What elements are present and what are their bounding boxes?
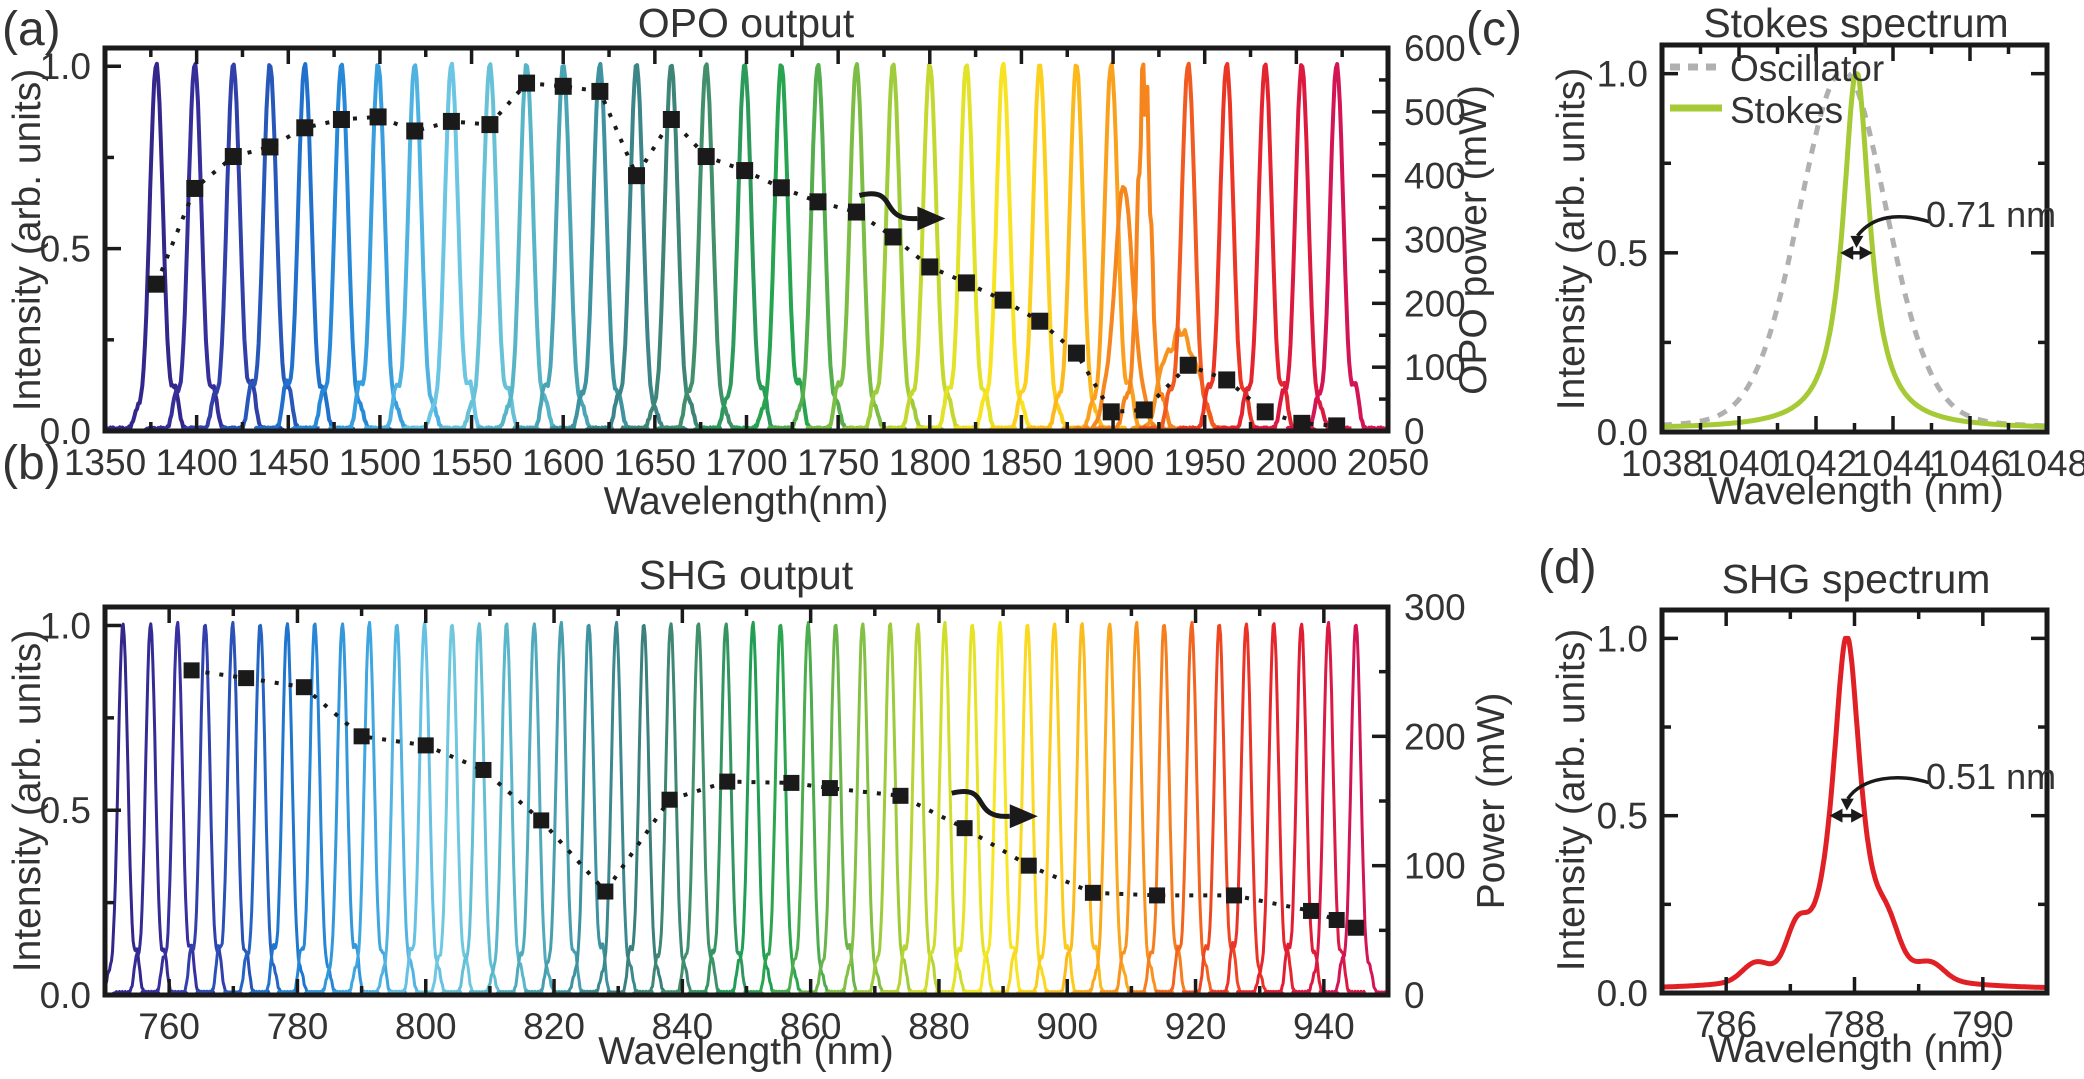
svg-text:1800: 1800: [889, 442, 971, 483]
svg-text:860: 860: [780, 1006, 842, 1047]
panel-d-fwhm-arrow: [1829, 776, 1931, 823]
series-oscillator: [1664, 71, 2045, 429]
panel-b-power-markers: [183, 662, 1364, 936]
svg-text:1750: 1750: [797, 442, 879, 483]
panel-a-power-markers: [147, 74, 1346, 429]
svg-text:0: 0: [1404, 411, 1425, 452]
panel-a-right-axis-arrow: [858, 191, 946, 231]
svg-text:200: 200: [1404, 716, 1466, 757]
svg-text:600: 600: [1404, 28, 1466, 69]
panel-a-yaxis-label: Intensity (arb. units): [6, 68, 49, 412]
svg-text:820: 820: [523, 1006, 585, 1047]
svg-text:800: 800: [395, 1006, 457, 1047]
svg-text:1550: 1550: [430, 442, 512, 483]
panel-b-xaxis-label: Wavelength (nm): [598, 1030, 894, 1073]
svg-text:0.0: 0.0: [1597, 973, 1648, 1014]
svg-text:300: 300: [1404, 220, 1466, 261]
svg-text:0.0: 0.0: [40, 411, 91, 452]
svg-text:1.0: 1.0: [1597, 618, 1648, 659]
legend-item-stokes: Stokes: [1730, 90, 1844, 131]
svg-text:200: 200: [1404, 283, 1466, 324]
svg-text:1650: 1650: [614, 442, 696, 483]
svg-text:1038: 1038: [1621, 443, 1703, 484]
svg-text:1950: 1950: [1164, 442, 1246, 483]
panel-d-xaxis-label: Wavelength (nm): [1708, 1028, 2004, 1071]
svg-text:100: 100: [1404, 347, 1466, 388]
svg-text:1.0: 1.0: [40, 46, 91, 87]
panel-a-axes: 1350 1400 1450 1500 1550 1600 1650 1700 1750 1800…: [40, 28, 1466, 483]
svg-text:1450: 1450: [247, 442, 329, 483]
panel-b-power-line: [191, 668, 1357, 930]
panel-b-yaxis-label: Intensity (arb. units): [6, 629, 49, 973]
panel-b-axes: 760 780 800 820 840 860 880 900 920 940 0.0 0.5 1.0 0…: [40, 587, 1466, 1047]
svg-text:1500: 1500: [339, 442, 421, 483]
svg-text:100: 100: [1404, 846, 1466, 887]
svg-text:1048: 1048: [2006, 443, 2084, 484]
svg-text:0.5: 0.5: [40, 229, 91, 270]
svg-text:1700: 1700: [705, 442, 787, 483]
svg-text:790: 790: [1952, 1004, 2014, 1045]
panel-c-fwhm-arrow: [1840, 215, 1931, 260]
svg-text:0.5: 0.5: [1597, 233, 1648, 274]
panel-c-title: Stokes spectrum: [1703, 0, 2009, 46]
svg-text:900: 900: [1036, 1006, 1098, 1047]
svg-text:1040: 1040: [1698, 443, 1780, 484]
panel-a-spectra: [107, 61, 1386, 429]
svg-text:1850: 1850: [980, 442, 1062, 483]
panel-c-xaxis-label: Wavelength (nm): [1708, 470, 2004, 513]
svg-text:0: 0: [1404, 975, 1425, 1016]
panel-c-fwhm-annotation: 0.71 nm: [1926, 194, 2057, 235]
svg-text:0.5: 0.5: [1597, 796, 1648, 837]
svg-text:1400: 1400: [155, 442, 237, 483]
panel-c-letter: (c): [1466, 3, 1522, 56]
panel-b-title: SHG output: [638, 552, 854, 598]
legend-item-oscillator: Oscillator: [1730, 48, 1885, 89]
panel-a-xaxis-label: Wavelength(nm): [603, 480, 889, 523]
panel-b-letter: (b): [2, 437, 61, 490]
svg-text:400: 400: [1404, 156, 1466, 197]
svg-text:840: 840: [651, 1006, 713, 1047]
svg-text:300: 300: [1404, 587, 1466, 628]
svg-text:1044: 1044: [1852, 443, 1934, 484]
svg-text:1600: 1600: [522, 442, 604, 483]
svg-text:1046: 1046: [1929, 443, 2011, 484]
panel-a-letter: (a): [2, 3, 61, 56]
svg-text:880: 880: [908, 1006, 970, 1047]
panel-b-y2axis-label: Power (mW): [1470, 692, 1513, 910]
svg-text:1.0: 1.0: [40, 605, 91, 646]
panel-b-right-axis-arrow: [951, 789, 1038, 829]
svg-text:2050: 2050: [1347, 442, 1429, 483]
panel-d-axes: 786 788 790 0.0 0.5 1.0: [1597, 607, 2050, 1045]
svg-text:500: 500: [1404, 92, 1466, 133]
panel-a-y2axis-label: OPO power (mW): [1452, 85, 1495, 395]
panel-d-letter: (d): [1538, 541, 1597, 594]
svg-text:1350: 1350: [64, 442, 146, 483]
series-stokes: [1664, 71, 2045, 430]
svg-text:760: 760: [138, 1006, 200, 1047]
svg-text:940: 940: [1293, 1006, 1355, 1047]
svg-text:0.0: 0.0: [1597, 412, 1648, 453]
panel-d-title: SHG spectrum: [1721, 556, 1991, 602]
svg-text:1900: 1900: [1072, 442, 1154, 483]
panel-a-title: OPO output: [637, 0, 855, 46]
svg-text:2000: 2000: [1255, 442, 1337, 483]
panel-c-curves: [1664, 71, 2045, 430]
svg-text:786: 786: [1695, 1004, 1757, 1045]
panel-c-yaxis-label: Intensity (arb. units): [1550, 67, 1593, 411]
panel-d-fwhm-annotation: 0.51 nm: [1926, 756, 2057, 797]
svg-text:1042: 1042: [1775, 443, 1857, 484]
svg-text:780: 780: [267, 1006, 329, 1047]
svg-text:0.5: 0.5: [40, 790, 91, 831]
panel-b-spectra: [107, 620, 1386, 993]
svg-text:920: 920: [1165, 1006, 1227, 1047]
svg-text:0.0: 0.0: [40, 975, 91, 1016]
panel-d-yaxis-label: Intensity (arb. units): [1550, 628, 1593, 972]
svg-text:1.0: 1.0: [1597, 54, 1648, 95]
svg-text:788: 788: [1824, 1004, 1886, 1045]
